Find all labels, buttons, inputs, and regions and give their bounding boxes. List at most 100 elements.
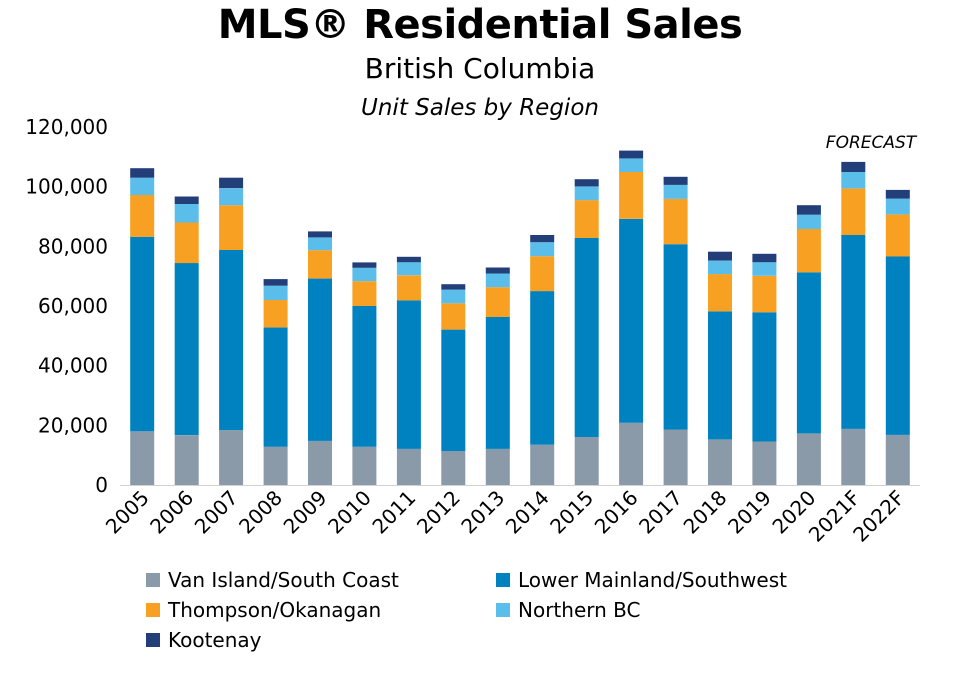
x-tick-label: 2013 — [456, 486, 509, 539]
x-tick-label: 2010 — [323, 486, 376, 539]
x-tick-label: 2018 — [679, 486, 732, 539]
bar-segment — [174, 435, 199, 485]
bar-segment — [352, 262, 377, 268]
bar-segment — [263, 446, 288, 485]
bar-segment — [396, 448, 421, 485]
bar-segment — [263, 300, 288, 328]
bar-segment — [130, 177, 155, 195]
legend-item: Kootenay — [146, 627, 262, 653]
bar-segment — [885, 434, 910, 485]
bar-segment — [352, 446, 377, 485]
bar-segment — [485, 273, 510, 288]
bar-segment — [530, 444, 555, 485]
x-tick-label: 2005 — [101, 486, 154, 539]
x-tick-label: 2015 — [545, 486, 598, 539]
bar-segment — [752, 253, 777, 263]
bar-segment — [352, 267, 377, 282]
forecast-annotation: FORECAST — [826, 133, 918, 153]
chart-subtitle: British Columbia — [364, 52, 596, 85]
bar-segment — [441, 303, 466, 330]
bar-segment — [796, 272, 821, 434]
bar-segment — [308, 231, 332, 238]
bar-segment — [619, 218, 644, 423]
bar-segment — [752, 312, 777, 442]
legend-item: Northern BC — [496, 597, 640, 623]
legend-item: Van Island/South Coast — [146, 567, 399, 593]
bar-segment — [663, 184, 688, 199]
bar-segment — [130, 431, 155, 485]
bar-segment — [530, 256, 555, 292]
bar-segment — [130, 168, 155, 178]
bar-segment — [663, 429, 688, 485]
bar-segment — [219, 205, 244, 250]
bar-segment — [708, 260, 732, 275]
bar-segment — [308, 237, 332, 251]
bar-segment — [708, 251, 732, 261]
legend-item: Lower Mainland/Southwest — [496, 567, 787, 593]
y-tick-label: 60,000 — [38, 294, 108, 318]
x-tick-label: 2012 — [412, 486, 465, 539]
bar-segment — [574, 186, 599, 201]
bar-segment — [663, 244, 688, 430]
bar-segment — [396, 256, 421, 263]
bar-segment — [396, 262, 421, 276]
legend-swatch — [496, 603, 510, 617]
bar-segment — [174, 204, 199, 223]
bar-segment — [796, 229, 821, 273]
x-tick-label: 2014 — [501, 486, 554, 539]
x-tick-label: 2016 — [590, 486, 643, 539]
bar-segment — [263, 285, 288, 300]
bar-segment — [308, 278, 332, 441]
bar-segment — [485, 317, 510, 449]
y-tick-label: 0 — [95, 473, 108, 497]
bar-segment — [352, 281, 377, 306]
bar-segment — [441, 284, 466, 290]
chart-subtitle-2: Unit Sales by Region — [361, 95, 599, 121]
bar-segment — [885, 214, 910, 257]
bar-segment — [841, 188, 866, 235]
legend-swatch — [146, 603, 160, 617]
bar-segment — [219, 177, 244, 189]
legend-label: Van Island/South Coast — [168, 568, 399, 592]
bar-segment — [796, 214, 821, 229]
bar-segment — [619, 158, 644, 172]
y-tick-label: 100,000 — [25, 175, 108, 199]
x-tick-label: 2019 — [723, 486, 776, 539]
bar-segment — [352, 306, 377, 447]
bar-segment — [841, 428, 866, 485]
bar-segment — [441, 451, 466, 485]
bar-segment — [530, 235, 555, 243]
bar-segment — [441, 289, 466, 304]
bar-segment — [219, 188, 244, 206]
bar-segment — [752, 262, 777, 276]
bar-segment — [796, 433, 821, 485]
bar-segment — [619, 172, 644, 219]
y-tick-label: 120,000 — [25, 115, 108, 139]
bar-segment — [396, 300, 421, 449]
legend-label: Lower Mainland/Southwest — [518, 568, 787, 592]
bar-segment — [530, 291, 555, 445]
bar-segment — [174, 222, 199, 264]
legend-swatch — [146, 573, 160, 587]
legend-label: Northern BC — [518, 598, 641, 622]
y-tick-label: 20,000 — [38, 413, 108, 437]
bar-segment — [708, 311, 732, 440]
bar-segment — [663, 176, 688, 185]
bar-segment — [219, 430, 244, 485]
bar-segment — [396, 275, 421, 301]
bar-segment — [619, 150, 644, 159]
bar-segment — [752, 275, 777, 313]
x-tick-label: 2008 — [234, 486, 287, 539]
bar-segment — [441, 329, 466, 451]
bar-segment — [263, 279, 288, 286]
x-tick-label: 2006 — [145, 486, 198, 539]
legend-swatch — [496, 573, 510, 587]
x-tick-label: 2022F — [848, 486, 909, 547]
x-tick-label: 2017 — [634, 486, 687, 539]
bar-segment — [574, 238, 599, 437]
bar-segment — [841, 172, 866, 189]
bar-segment — [885, 198, 910, 215]
bar-segment — [308, 250, 332, 279]
x-tick-label: 2007 — [190, 486, 243, 539]
bar-segment — [574, 437, 599, 485]
